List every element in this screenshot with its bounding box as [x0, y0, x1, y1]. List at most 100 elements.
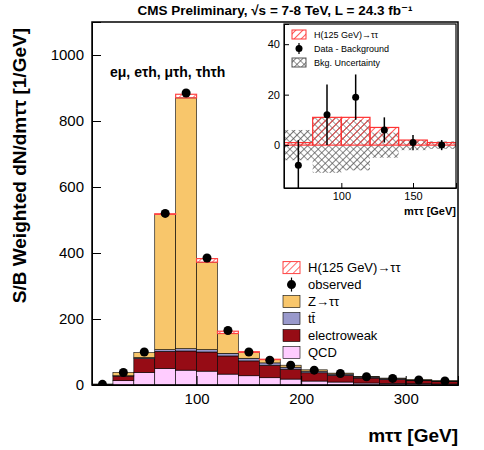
tick-mark	[341, 183, 342, 188]
tick-mark	[92, 253, 101, 254]
bar	[217, 334, 238, 354]
tick: 0	[274, 139, 289, 151]
legend-entry: Z→ττ	[283, 294, 340, 309]
data-point	[440, 377, 449, 385]
legend: H(125 GeV)→ττ Data - Background Bkg. Uncer…	[292, 30, 389, 68]
bar	[280, 379, 301, 385]
axis: 100 150	[285, 183, 457, 202]
bar	[280, 369, 301, 379]
tick: 600	[59, 178, 101, 195]
bar	[399, 140, 428, 145]
legend-entry: H(125 GeV)→ττ	[292, 30, 379, 40]
data-point	[182, 88, 191, 97]
legend-symbol	[283, 296, 300, 308]
tick-label: 800	[59, 112, 84, 129]
tick-label: 100	[333, 190, 351, 202]
data-point	[410, 139, 417, 146]
plot-area	[284, 74, 456, 188]
data-point	[414, 376, 423, 385]
tick-mark	[301, 376, 302, 385]
legend-label: Z→ττ	[308, 294, 340, 309]
tick-label: 0	[274, 139, 280, 151]
inset-chart: 10015002040mττ [GeV]H(125 GeV)→ττData - …	[268, 24, 457, 217]
bar	[155, 214, 176, 349]
tick-label: 1000	[51, 46, 84, 63]
chart-title: CMS Preliminary, √s = 7-8 TeV, L = 24.3 …	[137, 3, 413, 18]
bar	[259, 365, 280, 378]
tick: 20	[268, 89, 289, 101]
tick-mark	[406, 376, 407, 385]
chart-svg: 10020030002004006008001000CMS Preliminar…	[0, 0, 484, 450]
tick-label: 150	[404, 190, 422, 202]
data-point	[362, 372, 371, 381]
bar	[341, 117, 370, 145]
tick-label: 0	[76, 376, 84, 393]
bar	[176, 349, 197, 351]
legend-symbol	[292, 30, 306, 39]
tick-mark	[92, 319, 101, 320]
legend-label: Data - Background	[314, 44, 389, 54]
bar-series	[155, 94, 280, 359]
tick-mark	[284, 44, 289, 45]
tick-label: 400	[59, 244, 84, 261]
legend-label: QCD	[308, 345, 337, 360]
bar-series	[92, 98, 458, 384]
axis-line	[93, 23, 102, 386]
point-series	[295, 74, 445, 188]
bar	[259, 378, 280, 385]
tick-label: 20	[268, 89, 280, 101]
bar	[238, 361, 259, 376]
annotation: eμ, eτh, μτh, τhτh	[110, 64, 225, 80]
tick-label: 40	[268, 38, 280, 50]
legend-symbol	[283, 262, 300, 274]
data-point	[310, 366, 319, 375]
legend-entry: tt̄	[283, 311, 316, 326]
legend-label: tt̄	[308, 311, 316, 326]
data-point	[324, 111, 331, 118]
tick-mark	[92, 121, 101, 122]
plot-frame	[284, 24, 456, 188]
legend-label: Bkg. Uncertainty	[314, 58, 381, 68]
data-point	[140, 348, 149, 357]
tick: 40	[268, 38, 289, 50]
bar	[217, 356, 238, 374]
tick-mark	[284, 95, 289, 96]
bar-series	[92, 351, 458, 385]
data-point	[381, 126, 388, 133]
legend-symbol	[283, 330, 300, 342]
axis-line	[93, 376, 459, 386]
tick-mark	[413, 183, 414, 188]
bar	[176, 98, 197, 349]
bar	[238, 376, 259, 385]
data-point	[286, 361, 295, 370]
bar	[197, 350, 218, 352]
data-point	[388, 374, 397, 383]
bar	[217, 353, 238, 356]
tick-mark	[92, 187, 101, 188]
data-point	[295, 162, 302, 169]
data-point	[223, 326, 232, 335]
tick-mark	[284, 145, 289, 146]
legend: H(125 GeV)→ττobservedZ→ττtt̄electroweakQ…	[283, 260, 401, 360]
bar	[134, 372, 155, 385]
bar	[176, 370, 197, 385]
tick-label: 100	[185, 390, 210, 407]
bar	[155, 351, 176, 368]
band-series	[284, 117, 456, 173]
tick-mark	[92, 55, 101, 56]
bar	[197, 371, 218, 385]
legend-symbol	[283, 347, 300, 359]
bar-series	[284, 117, 456, 145]
tick-label: 200	[59, 310, 84, 327]
tick: 300	[394, 376, 419, 407]
legend-entry: electroweak	[283, 328, 378, 343]
plot-background	[284, 24, 456, 188]
bar	[197, 262, 218, 349]
tick: 150	[404, 183, 422, 202]
data-point	[119, 368, 128, 377]
legend-symbol	[296, 45, 303, 52]
legend-label: H(125 GeV)→ττ	[314, 30, 379, 40]
bar	[238, 358, 259, 361]
plot-frame	[92, 22, 458, 385]
bar	[197, 352, 218, 371]
